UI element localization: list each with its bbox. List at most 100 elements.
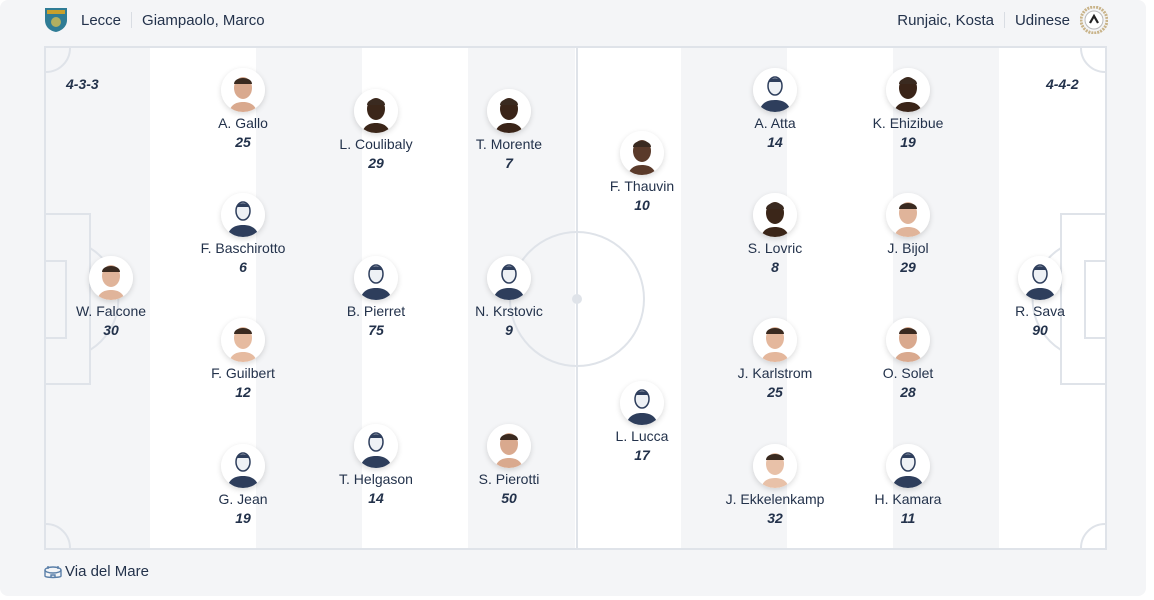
player-name: W. Falcone xyxy=(75,303,147,319)
home-header: Lecce Giampaolo, Marco xyxy=(44,8,265,32)
player-name: A. Gallo xyxy=(218,115,268,131)
player-name: T. Helgason xyxy=(339,471,413,487)
player-avatar xyxy=(221,444,265,488)
player-name: G. Jean xyxy=(218,491,268,507)
player-name: F. Guilbert xyxy=(211,365,275,381)
player-avatar xyxy=(886,318,930,362)
divider xyxy=(131,12,133,28)
pitch xyxy=(44,46,1107,550)
player-number: 90 xyxy=(1032,322,1048,338)
player-home[interactable]: F. Baschirotto 6 xyxy=(173,193,313,277)
player-name: S. Pierotti xyxy=(478,471,540,487)
player-number: 6 xyxy=(239,259,247,275)
player-number: 29 xyxy=(900,259,916,275)
player-number: 11 xyxy=(900,510,916,526)
player-name: B. Pierret xyxy=(346,303,406,319)
player-name: R. Sava xyxy=(1015,303,1065,319)
player-name: J. Ekkelenkamp xyxy=(725,491,825,507)
player-away[interactable]: F. Thauvin 10 xyxy=(572,131,712,215)
player-name: K. Ehizibue xyxy=(872,115,944,131)
player-avatar xyxy=(221,68,265,112)
venue-name[interactable]: Via del Mare xyxy=(65,563,149,580)
player-away[interactable]: H. Kamara 11 xyxy=(838,444,978,528)
player-home[interactable]: N. Krstovic 9 xyxy=(439,256,579,340)
player-avatar xyxy=(1018,256,1062,300)
player-avatar xyxy=(221,318,265,362)
player-number: 7 xyxy=(505,155,513,171)
player-away[interactable]: J. Ekkelenkamp 32 xyxy=(705,444,845,528)
player-away[interactable]: R. Sava 90 xyxy=(970,256,1110,340)
player-number: 30 xyxy=(103,322,119,338)
player-away[interactable]: O. Solet 28 xyxy=(838,318,978,402)
player-avatar xyxy=(487,256,531,300)
player-name: S. Lovric xyxy=(747,240,803,256)
player-number: 32 xyxy=(767,510,783,526)
player-avatar xyxy=(89,256,133,300)
home-team-name[interactable]: Lecce xyxy=(81,11,122,29)
player-name: F. Thauvin xyxy=(609,178,675,194)
player-name: O. Solet xyxy=(882,365,934,381)
player-away[interactable]: J. Bijol 29 xyxy=(838,193,978,277)
home-coach: Giampaolo, Marco xyxy=(142,11,265,29)
player-number: 12 xyxy=(235,384,251,400)
player-number: 75 xyxy=(368,322,384,338)
player-avatar xyxy=(354,256,398,300)
player-name: T. Morente xyxy=(475,136,543,152)
player-number: 50 xyxy=(501,490,517,506)
player-home[interactable]: F. Guilbert 12 xyxy=(173,318,313,402)
player-name: N. Krstovic xyxy=(475,303,543,319)
pitch-stripe xyxy=(786,48,894,548)
player-name: F. Baschirotto xyxy=(200,240,286,256)
away-formation: 4-4-2 xyxy=(1046,76,1079,92)
divider xyxy=(1003,12,1005,28)
player-number: 9 xyxy=(505,322,513,338)
player-number: 14 xyxy=(767,134,783,150)
pitch-stripe xyxy=(46,48,151,548)
player-away[interactable]: S. Lovric 8 xyxy=(705,193,845,277)
player-home[interactable]: S. Pierotti 50 xyxy=(439,424,579,508)
player-number: 8 xyxy=(771,259,779,275)
away-team-name[interactable]: Udinese xyxy=(1014,11,1070,29)
pitch-stripe xyxy=(468,48,575,548)
player-home[interactable]: G. Jean 19 xyxy=(173,444,313,528)
udinese-crest-icon xyxy=(1080,6,1108,34)
player-name: A. Atta xyxy=(754,115,796,131)
player-number: 14 xyxy=(368,490,384,506)
player-avatar xyxy=(753,193,797,237)
player-name: L. Lucca xyxy=(615,428,669,444)
player-avatar xyxy=(487,89,531,133)
player-number: 19 xyxy=(900,134,916,150)
player-avatar xyxy=(620,131,664,175)
player-number: 29 xyxy=(368,155,384,171)
player-home[interactable]: A. Gallo 25 xyxy=(173,68,313,152)
player-away[interactable]: J. Karlstrom 25 xyxy=(705,318,845,402)
pitch-stripe xyxy=(574,48,681,548)
player-avatar xyxy=(753,444,797,488)
player-number: 25 xyxy=(235,134,251,150)
player-name: J. Bijol xyxy=(887,240,929,256)
away-header: Runjaic, Kosta Udinese xyxy=(897,6,1108,34)
player-away[interactable]: L. Lucca 17 xyxy=(572,381,712,465)
pitch-stripe xyxy=(256,48,363,548)
player-home[interactable]: B. Pierret 75 xyxy=(306,256,446,340)
player-home[interactable]: W. Falcone 30 xyxy=(41,256,181,340)
player-away[interactable]: K. Ehizibue 19 xyxy=(838,68,978,152)
player-avatar xyxy=(620,381,664,425)
player-avatar xyxy=(753,68,797,112)
player-home[interactable]: T. Helgason 14 xyxy=(306,424,446,508)
player-avatar xyxy=(886,444,930,488)
player-number: 10 xyxy=(634,197,650,213)
stadium-icon xyxy=(44,565,62,578)
lecce-crest-icon xyxy=(45,8,67,32)
player-avatar xyxy=(354,89,398,133)
player-away[interactable]: A. Atta 14 xyxy=(705,68,845,152)
pitch-stripe xyxy=(998,48,1105,548)
player-home[interactable]: L. Coulibaly 29 xyxy=(306,89,446,173)
player-avatar xyxy=(886,193,930,237)
away-coach: Runjaic, Kosta xyxy=(897,11,994,29)
player-name: J. Karlstrom xyxy=(737,365,813,381)
player-name: L. Coulibaly xyxy=(339,136,413,152)
player-home[interactable]: T. Morente 7 xyxy=(439,89,579,173)
player-avatar xyxy=(487,424,531,468)
